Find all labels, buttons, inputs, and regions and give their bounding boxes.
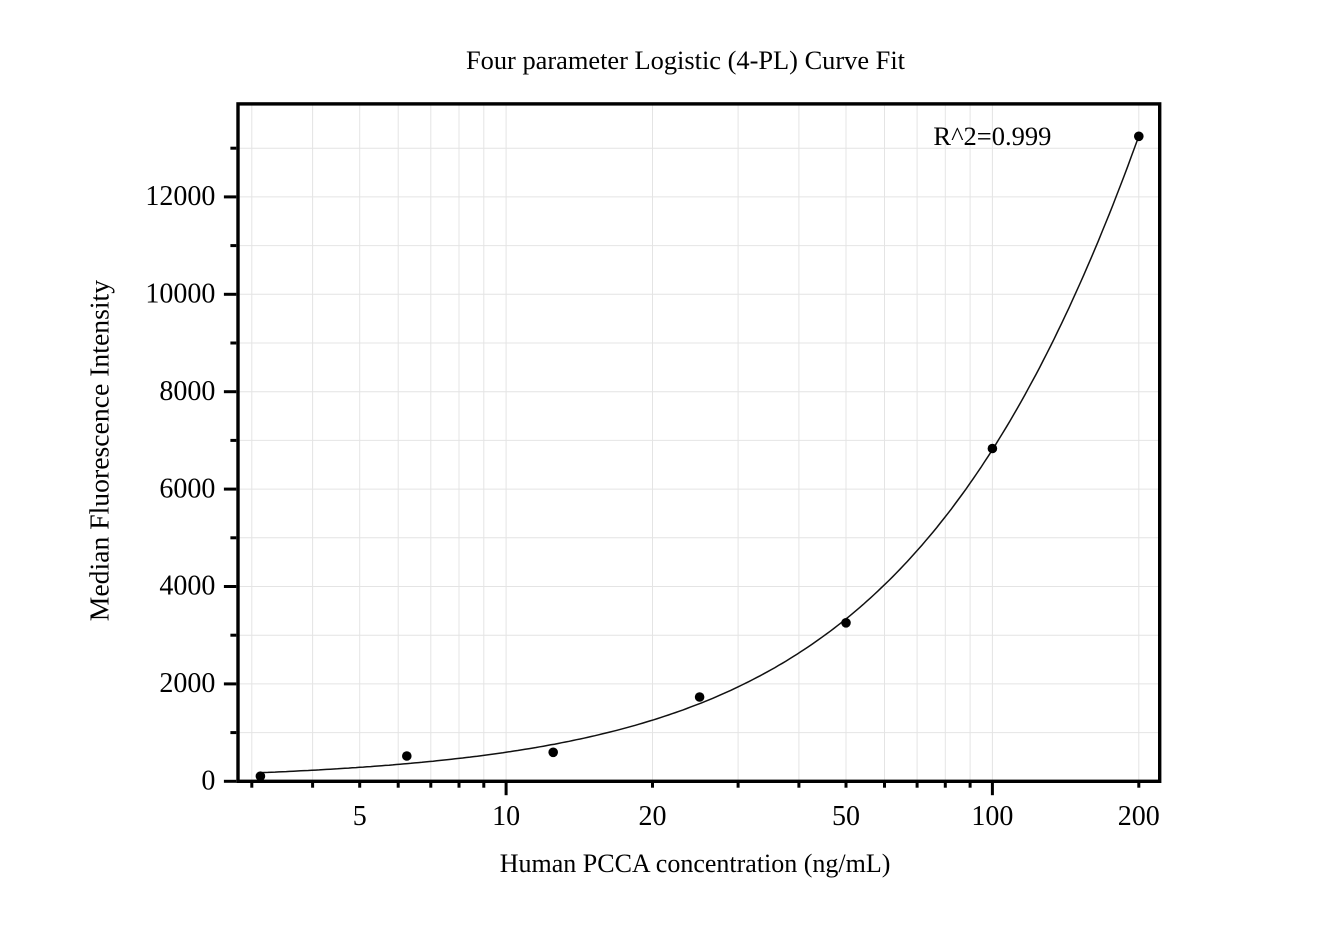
svg-text:6000: 6000	[159, 473, 215, 504]
svg-text:2000: 2000	[159, 668, 215, 699]
svg-text:200: 200	[1118, 801, 1160, 832]
svg-text:10: 10	[492, 801, 520, 832]
svg-text:4000: 4000	[159, 571, 215, 602]
svg-text:5: 5	[353, 801, 367, 832]
svg-text:50: 50	[832, 801, 860, 832]
svg-text:100: 100	[971, 801, 1013, 832]
svg-text:20: 20	[639, 801, 667, 832]
svg-text:0: 0	[201, 766, 215, 797]
svg-text:Human PCCA concentration (ng/m: Human PCCA concentration (ng/mL)	[500, 849, 891, 878]
svg-text:Four parameter Logistic (4-PL): Four parameter Logistic (4-PL) Curve Fit	[466, 45, 906, 75]
svg-text:Median Fluorescence Intensity: Median Fluorescence Intensity	[83, 280, 114, 622]
svg-text:12000: 12000	[145, 181, 215, 212]
svg-text:10000: 10000	[145, 279, 215, 310]
svg-text:R^2=0.999: R^2=0.999	[933, 121, 1051, 151]
svg-text:8000: 8000	[159, 376, 215, 407]
